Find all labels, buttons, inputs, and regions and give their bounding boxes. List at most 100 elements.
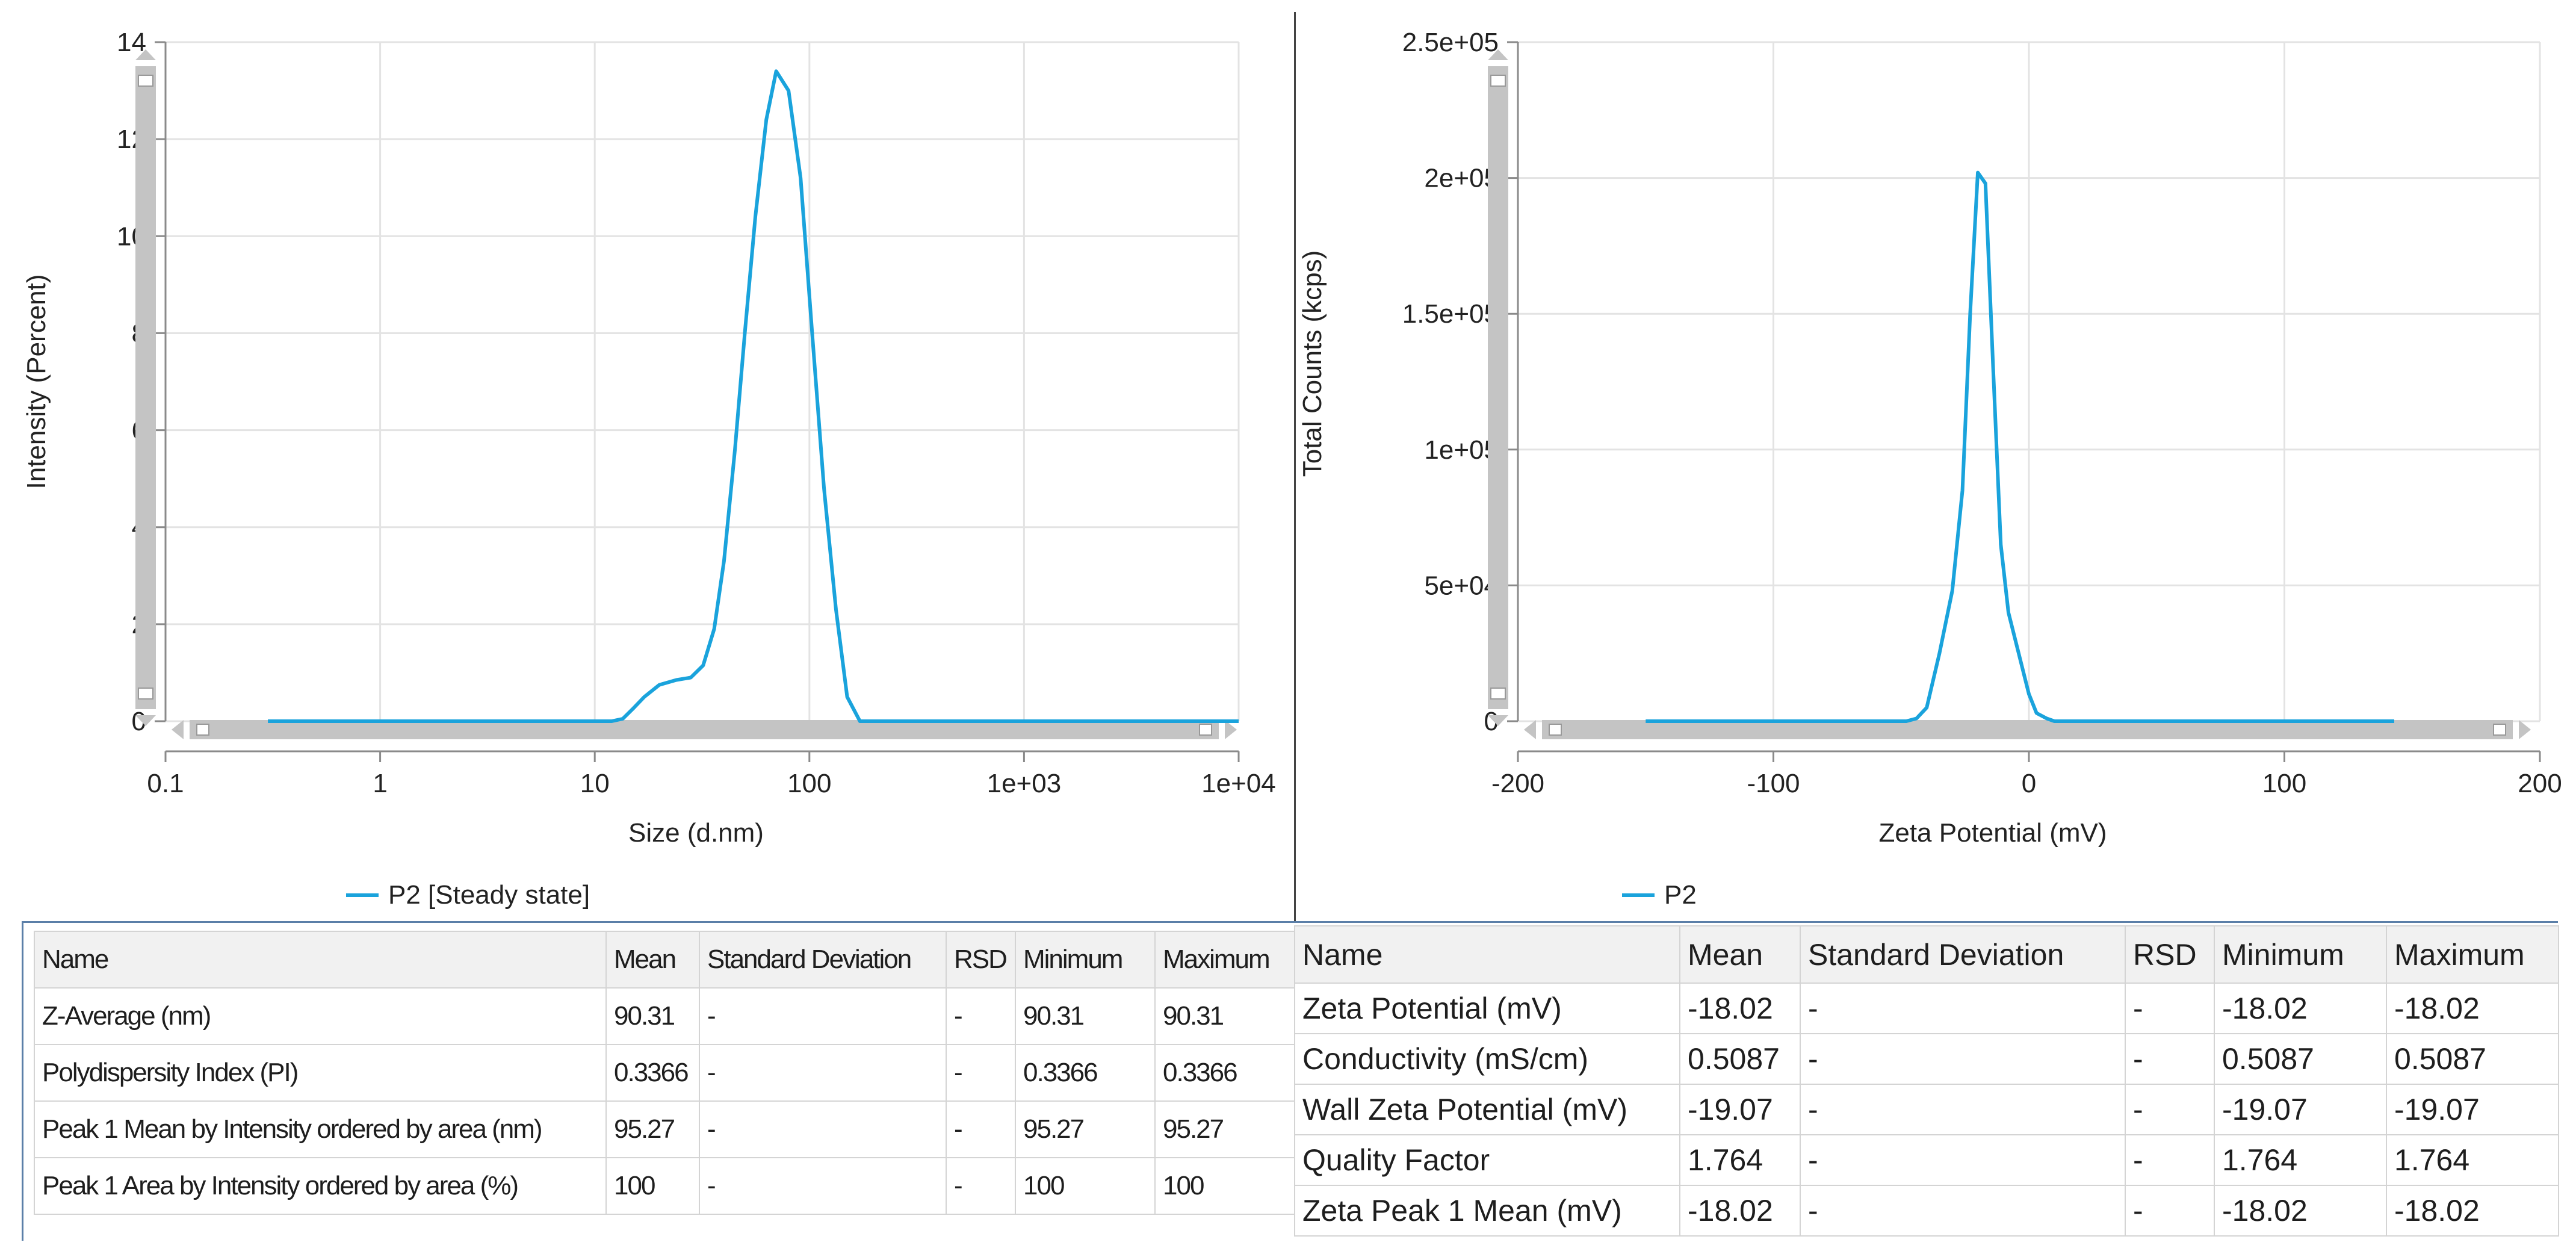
legend-label: P2 [Steady state]	[388, 880, 590, 910]
cell-mean: 90.31	[605, 987, 700, 1045]
column-header-minimum[interactable]: Minimum	[1015, 931, 1156, 989]
x-scroll-handle-left	[196, 724, 209, 736]
y-scroll-handle-top	[1490, 75, 1506, 87]
cell-maximum: 100	[1154, 1157, 1295, 1215]
cell-standard-deviation: -	[699, 987, 947, 1045]
y-scrollbar	[135, 66, 156, 709]
cell-standard-deviation: -	[699, 1044, 947, 1102]
zeta-results-table: Name Mean Standard Deviation RSD Minimum…	[1294, 925, 2559, 1237]
x-axis-title: Size (d.nm)	[628, 818, 764, 848]
cell-rsd: -	[946, 1100, 1016, 1158]
legend-swatch	[346, 893, 379, 897]
x-tick-label: 0	[2022, 769, 2036, 798]
results-panel-top-border	[1294, 921, 2558, 923]
column-header-rsd[interactable]: RSD	[946, 931, 1016, 989]
cell-minimum: 95.27	[1015, 1100, 1156, 1158]
table-row[interactable]: Zeta Peak 1 Mean (mV) -18.02 - - -18.02 …	[1294, 1185, 2559, 1237]
x-tick-label: 1	[373, 769, 387, 798]
cell-maximum: 1.764	[2386, 1134, 2559, 1186]
cell-maximum: 90.31	[1154, 987, 1295, 1045]
cell-name: Peak 1 Mean by Intensity ordered by area…	[34, 1100, 607, 1158]
x-scroll-handle-right	[2493, 724, 2506, 736]
cell-standard-deviation: -	[1800, 1185, 2126, 1237]
cell-standard-deviation: -	[1800, 1033, 2126, 1085]
cell-minimum: 0.5087	[2214, 1033, 2387, 1085]
table-row[interactable]: Z-Average (nm) 90.31 - - 90.31 90.31	[34, 987, 1295, 1045]
cell-name: Z-Average (nm)	[34, 987, 607, 1045]
cell-rsd: -	[2125, 1185, 2215, 1237]
cell-maximum: -19.07	[2386, 1084, 2559, 1135]
table-row[interactable]: Peak 1 Mean by Intensity ordered by area…	[34, 1100, 1295, 1158]
y-tick-label: 1.5e+05	[1402, 299, 1499, 329]
cell-minimum: 1.764	[2214, 1134, 2387, 1186]
cell-rsd: -	[946, 1157, 1016, 1215]
column-header-mean[interactable]: Mean	[1679, 925, 1801, 984]
cell-mean: 1.764	[1679, 1134, 1801, 1186]
column-header-name[interactable]: Name	[34, 931, 607, 989]
scroll-right-arrow	[1225, 720, 1237, 739]
cell-standard-deviation: -	[1800, 1134, 2126, 1186]
cell-mean: -18.02	[1679, 982, 1801, 1034]
cell-rsd: -	[2125, 1084, 2215, 1135]
scroll-right-arrow	[2519, 720, 2531, 739]
scroll-up-arrow	[135, 49, 156, 60]
cell-maximum: 0.5087	[2386, 1033, 2559, 1085]
y-tick-label: 1e+05	[1424, 435, 1499, 465]
cell-mean: -18.02	[1679, 1185, 1801, 1237]
x-tick-label: 1e+04	[1201, 769, 1276, 798]
cell-standard-deviation: -	[699, 1100, 947, 1158]
cell-mean: -19.07	[1679, 1084, 1801, 1135]
cell-minimum: -18.02	[2214, 982, 2387, 1034]
column-header-mean[interactable]: Mean	[605, 931, 700, 989]
column-header-maximum[interactable]: Maximum	[2386, 925, 2559, 984]
table-row[interactable]: Peak 1 Area by Intensity ordered by area…	[34, 1157, 1295, 1215]
cell-rsd: -	[946, 1044, 1016, 1102]
table-row[interactable]: Quality Factor 1.764 - - 1.764 1.764	[1294, 1134, 2559, 1186]
cell-rsd: -	[2125, 982, 2215, 1034]
column-header-maximum[interactable]: Maximum	[1154, 931, 1295, 989]
table-row[interactable]: Conductivity (mS/cm) 0.5087 - - 0.5087 0…	[1294, 1033, 2559, 1085]
legend-label: P2	[1664, 880, 1697, 910]
series-line	[1646, 170, 2394, 723]
cell-mean: 100	[605, 1157, 700, 1215]
y-axis-title: Total Counts (kcps)	[1298, 250, 1327, 477]
y-tick-label: 2.5e+05	[1402, 28, 1499, 57]
x-tick-label: 10	[580, 769, 610, 798]
cell-maximum: -18.02	[2386, 982, 2559, 1034]
y-tick-label: 14	[117, 28, 146, 57]
table-row[interactable]: Zeta Potential (mV) -18.02 - - -18.02 -1…	[1294, 982, 2559, 1034]
table-header-row: Name Mean Standard Deviation RSD Minimum…	[34, 931, 1295, 989]
cell-name: Conductivity (mS/cm)	[1294, 1033, 1680, 1085]
table-row[interactable]: Wall Zeta Potential (mV) -19.07 - - -19.…	[1294, 1084, 2559, 1135]
x-scrollbar	[1542, 720, 2513, 739]
size-chart-legend[interactable]: P2 [Steady state]	[346, 880, 590, 910]
column-header-minimum[interactable]: Minimum	[2214, 925, 2387, 984]
cell-minimum: -18.02	[2214, 1185, 2387, 1237]
x-scrollbar	[190, 720, 1219, 739]
results-panel-frame	[22, 921, 1296, 1241]
column-header-rsd[interactable]: RSD	[2125, 925, 2215, 984]
x-tick-label: 1e+03	[987, 769, 1062, 798]
cell-mean: 0.3366	[605, 1044, 700, 1102]
column-header-standard-deviation[interactable]: Standard Deviation	[1800, 925, 2126, 984]
scroll-left-arrow	[172, 720, 184, 739]
cell-name: Peak 1 Area by Intensity ordered by area…	[34, 1157, 607, 1215]
x-axis-title: Zeta Potential (mV)	[1878, 818, 2107, 848]
zeta-chart-legend[interactable]: P2	[1622, 880, 1697, 910]
x-tick-label: -100	[1747, 769, 1800, 798]
column-header-name[interactable]: Name	[1294, 925, 1680, 984]
y-scrollbar	[1488, 66, 1508, 709]
column-header-standard-deviation[interactable]: Standard Deviation	[699, 931, 947, 989]
cell-rsd: -	[2125, 1033, 2215, 1085]
series-line	[268, 69, 1239, 723]
cell-name: Wall Zeta Potential (mV)	[1294, 1084, 1680, 1135]
cell-name: Polydispersity Index (PI)	[34, 1044, 607, 1102]
table-row[interactable]: Polydispersity Index (PI) 0.3366 - - 0.3…	[34, 1044, 1295, 1102]
cell-name: Quality Factor	[1294, 1134, 1680, 1186]
cell-maximum: 0.3366	[1154, 1044, 1295, 1102]
cell-standard-deviation: -	[1800, 982, 2126, 1034]
x-tick-label: -200	[1491, 769, 1544, 798]
y-tick-label: 5e+04	[1424, 571, 1499, 600]
cell-minimum: 90.31	[1015, 987, 1156, 1045]
